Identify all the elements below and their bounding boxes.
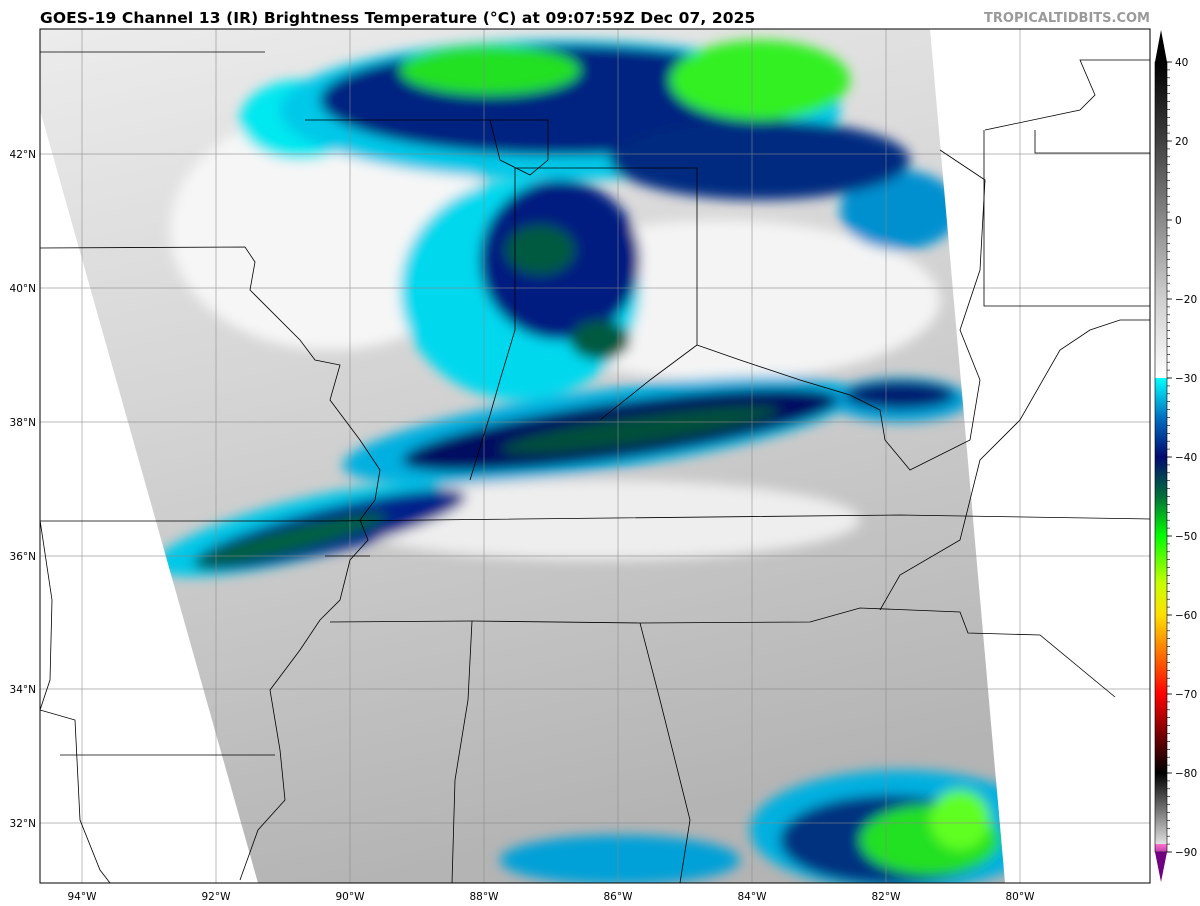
longitude-label: 86°W bbox=[604, 891, 634, 903]
colorbar: 40 20 0 −20 −30 −40 −50 −60 −70 −80 −90 bbox=[1154, 30, 1197, 882]
colorbar-tick-label: −90 bbox=[1175, 847, 1197, 859]
longitude-label: 84°W bbox=[738, 891, 768, 903]
state-boundaries bbox=[40, 51, 1150, 883]
graticule bbox=[40, 29, 1150, 883]
map-title: GOES-19 Channel 13 (IR) Brightness Tempe… bbox=[40, 9, 756, 27]
longitude-label: 82°W bbox=[872, 891, 902, 903]
colorbar-tick-label: −70 bbox=[1175, 689, 1197, 701]
brand-watermark: TROPICALTIDBITS.COM bbox=[984, 11, 1150, 26]
latitude-label: 34°N bbox=[10, 684, 36, 696]
latitude-label: 36°N bbox=[10, 551, 36, 563]
colorbar-tick-label: −30 bbox=[1175, 373, 1197, 385]
satellite-swath bbox=[40, 29, 1005, 883]
colorbar-tick-label: −60 bbox=[1175, 610, 1197, 622]
colorbar-tick-label: −40 bbox=[1175, 452, 1197, 464]
longitude-label: 80°W bbox=[1006, 891, 1036, 903]
longitude-label: 94°W bbox=[68, 891, 98, 903]
map-frame bbox=[39, 28, 1151, 884]
colorbar-tick-label: 40 bbox=[1175, 57, 1188, 69]
longitude-label: 88°W bbox=[470, 891, 500, 903]
latitude-label: 40°N bbox=[10, 283, 36, 295]
colorbar-tick-label: −80 bbox=[1175, 768, 1197, 780]
latitude-label: 42°N bbox=[10, 149, 36, 161]
colorbar-tick-label: −50 bbox=[1175, 531, 1197, 543]
latitude-label: 32°N bbox=[10, 818, 36, 830]
colorbar-tick-label: 20 bbox=[1175, 136, 1188, 148]
longitude-label: 92°W bbox=[202, 891, 232, 903]
colorbar-tick-label: 0 bbox=[1175, 215, 1182, 227]
colorbar-tick-label: −20 bbox=[1175, 294, 1197, 306]
latitude-label: 38°N bbox=[10, 417, 36, 429]
longitude-label: 90°W bbox=[336, 891, 366, 903]
